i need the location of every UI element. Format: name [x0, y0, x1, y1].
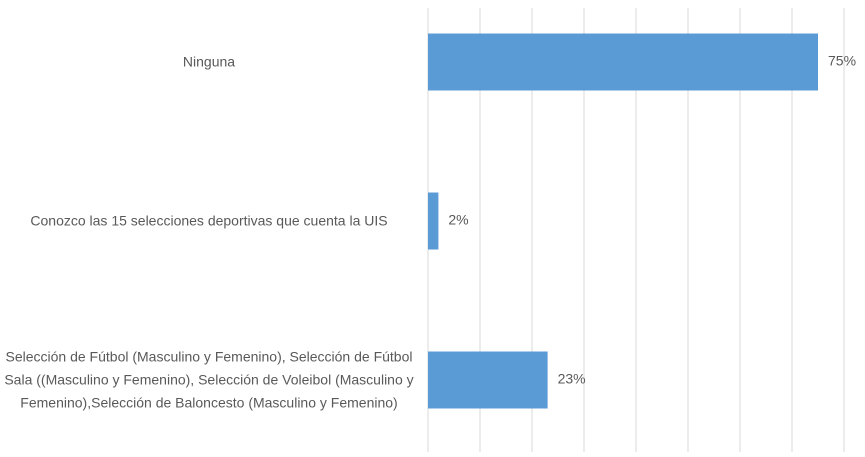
- bar: [428, 192, 439, 250]
- category-label: Selección de Fútbol (Masculino y Femenin…: [4, 348, 414, 411]
- bar: [428, 33, 818, 91]
- category-label: Ninguna: [182, 53, 236, 70]
- value-label: 23%: [558, 371, 586, 387]
- category-label: Conozco las 15 selecciones deportivas qu…: [30, 212, 388, 229]
- bar: [428, 351, 548, 409]
- value-label: 2%: [448, 212, 468, 228]
- value-label: 75%: [828, 53, 856, 69]
